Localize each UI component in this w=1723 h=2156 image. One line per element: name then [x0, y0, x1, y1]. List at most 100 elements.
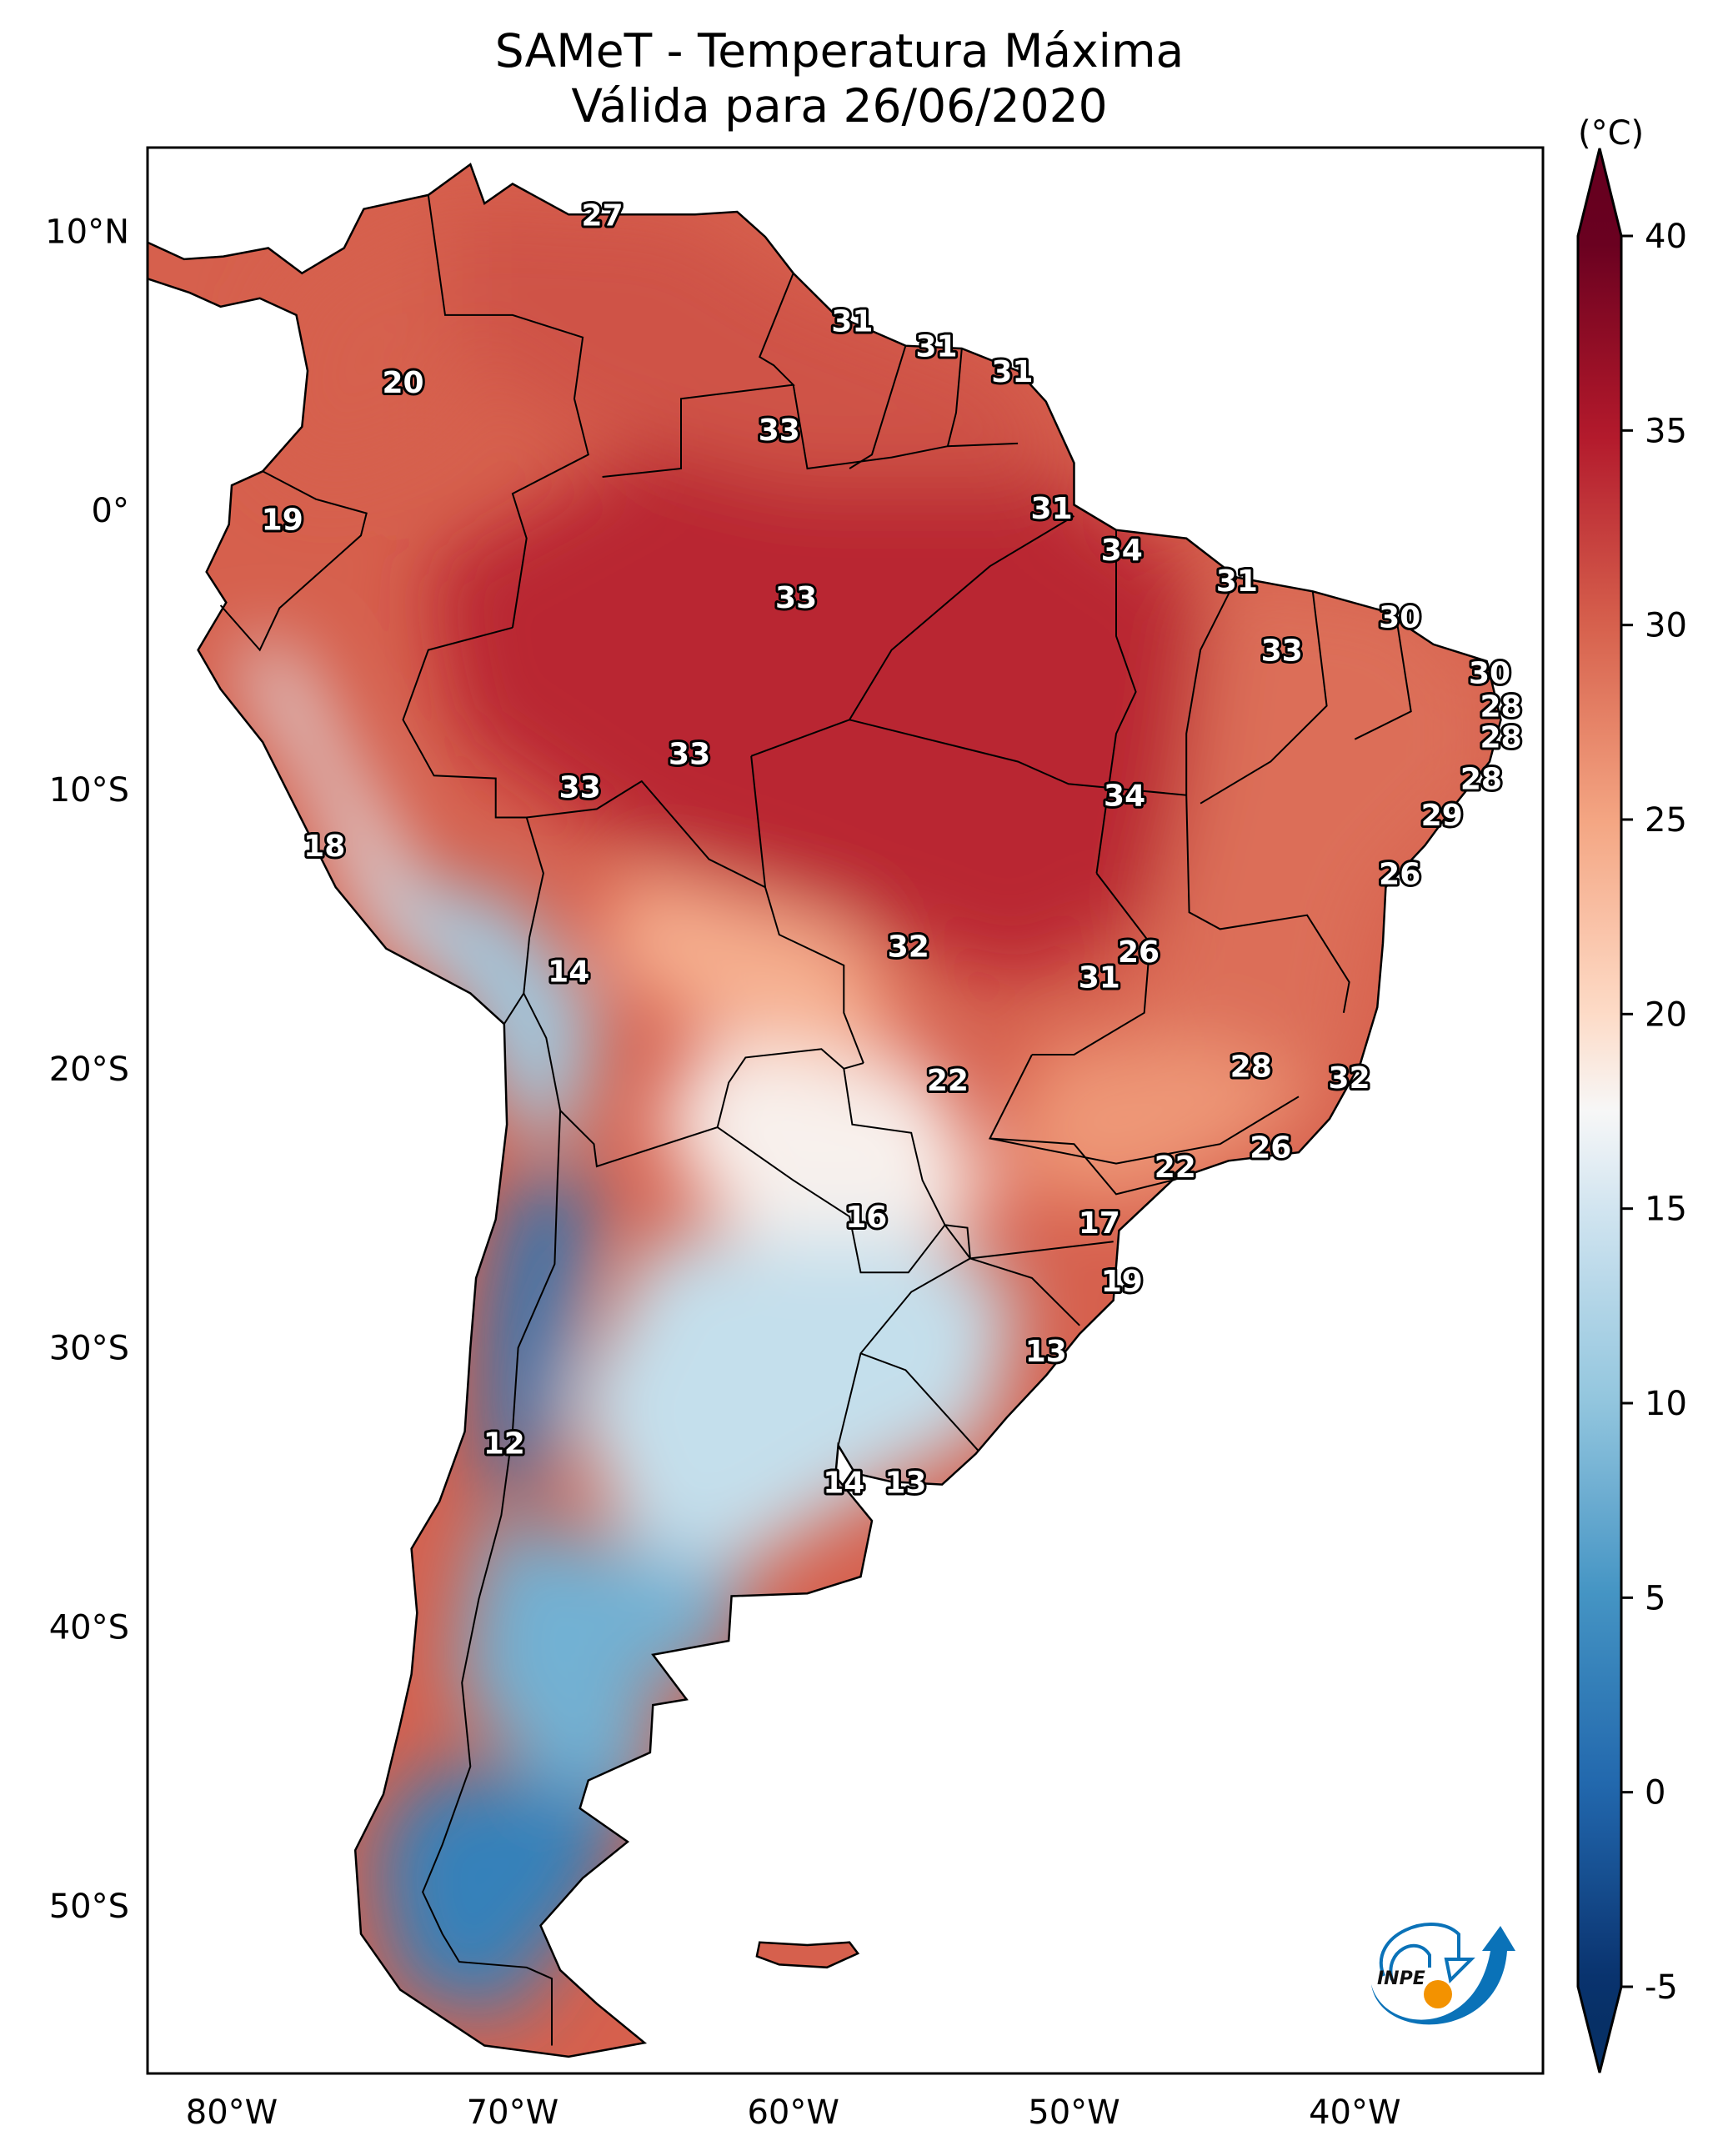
- field-region-andes-central: [484, 1180, 597, 1487]
- border-line: [792, 384, 1019, 470]
- border-line: [219, 470, 368, 652]
- value-label: 20: [382, 366, 423, 400]
- latitude-tick-label: 40°S: [49, 1608, 129, 1647]
- border-line: [849, 345, 907, 469]
- colorbar-tick-label: 30: [1645, 607, 1687, 645]
- latitude-axis: 10°N 0° 10°S 20°S 30°S 40°S 50°S: [45, 213, 129, 1926]
- latitude-tick-label: 30°S: [49, 1330, 129, 1368]
- longitude-axis: 80°W 70°W 60°W 50°W 40°W: [186, 2093, 1401, 2132]
- value-label: 16: [845, 1201, 887, 1235]
- colorbar-body: [1576, 148, 1623, 2073]
- colorbar-tick-label: 20: [1645, 995, 1687, 1034]
- value-label: 13: [884, 1466, 926, 1500]
- border-line: [1354, 621, 1412, 740]
- value-label: 33: [775, 581, 817, 615]
- value-label: 19: [262, 503, 303, 537]
- value-label: 28: [1480, 690, 1521, 725]
- value-label: 12: [483, 1426, 525, 1461]
- field-region-colombia-west: [259, 203, 457, 483]
- country-borders: [219, 194, 1412, 2046]
- colorbar-tick-label: 10: [1645, 1385, 1687, 1423]
- border-line: [422, 1110, 562, 2046]
- value-label: 13: [1025, 1335, 1067, 1369]
- latitude-tick-label: 10°S: [49, 771, 129, 810]
- border-line: [1200, 591, 1328, 805]
- value-label: 28: [1230, 1050, 1272, 1084]
- value-label: 18: [303, 830, 345, 864]
- value-label: 28: [1480, 720, 1521, 755]
- field-region-patagonia-north: [456, 1515, 738, 1795]
- coastline: [148, 163, 1502, 2058]
- value-label: 31: [831, 305, 873, 339]
- value-label: 33: [1261, 634, 1303, 669]
- chart-title-line2: Válida para 26/06/2020: [571, 79, 1108, 133]
- value-label: 28: [1460, 763, 1502, 797]
- field-region-northeast-brazil: [1129, 566, 1495, 1125]
- colorbar-unit: (°C): [1578, 114, 1644, 153]
- value-label: 30: [1379, 600, 1420, 634]
- value-label: 32: [888, 930, 929, 965]
- value-label: 14: [823, 1466, 864, 1500]
- field-region-southeast-brazil: [989, 1040, 1327, 1209]
- border-line: [750, 755, 766, 888]
- colorbar: 40 35 30 25 20 15 10 5 0 -5 (°C): [1576, 114, 1687, 2073]
- latitude-tick-label: 50°S: [49, 1888, 129, 1926]
- value-label: 31: [991, 355, 1033, 389]
- longitude-tick-label: 80°W: [186, 2093, 278, 2132]
- colorbar-tick-label: -5: [1645, 1968, 1678, 2007]
- logo-down-arrow-icon: [1444, 1958, 1475, 1984]
- map-frame: [146, 146, 1545, 2075]
- longitude-tick-label: 50°W: [1028, 2093, 1119, 2132]
- colorbar-tick-label: 5: [1645, 1579, 1665, 1617]
- colorbar-tick-label: 35: [1645, 412, 1687, 450]
- logo-orange-sun-icon: [1424, 1980, 1452, 2008]
- colorbar-ticks: 40 35 30 25 20 15 10 5 0 -5: [1621, 218, 1687, 2007]
- border-line: [750, 515, 1075, 757]
- chart-title: SAMeT - Temperatura Máxima Válida para 2…: [0, 23, 1679, 133]
- value-label: 31: [915, 330, 957, 364]
- value-label: 17: [1079, 1206, 1120, 1241]
- colorbar-tick-label: 25: [1645, 801, 1687, 840]
- value-label: 31: [1079, 960, 1120, 995]
- latitude-tick-label: 0°: [92, 492, 129, 530]
- border-line: [849, 719, 1187, 796]
- value-label: 26: [1118, 935, 1160, 970]
- value-label: 31: [1031, 492, 1073, 526]
- longitude-tick-label: 60°W: [747, 2093, 839, 2132]
- border-line: [946, 348, 963, 447]
- border-line: [988, 1054, 1173, 1196]
- longitude-tick-label: 70°W: [467, 2093, 558, 2132]
- value-label: 31: [1216, 564, 1258, 599]
- border-line: [402, 626, 544, 1025]
- contour-value-labels: 2720193131313331333431303330282828292634…: [259, 196, 1525, 1502]
- field-region-chaco-paraguay: [653, 1040, 990, 1265]
- value-label: 22: [927, 1064, 969, 1098]
- border-line: [1185, 577, 1238, 795]
- longitude-tick-label: 40°W: [1309, 2093, 1400, 2132]
- field-region-patagonia-south: [372, 1766, 625, 2018]
- value-label: 33: [559, 771, 601, 805]
- value-label: 29: [1421, 799, 1463, 833]
- logo-inner-arc-icon: [1389, 1943, 1431, 1981]
- colorbar-tick-label: 0: [1645, 1774, 1665, 1813]
- value-label: 22: [1155, 1151, 1196, 1185]
- value-label: 19: [1101, 1265, 1143, 1299]
- logo-text: INPE: [1377, 1968, 1425, 1989]
- field-region-bolivia-lowlands: [596, 873, 906, 1069]
- value-label: 33: [759, 414, 800, 448]
- border-line: [1032, 872, 1151, 1055]
- border-line: [837, 1068, 971, 1446]
- logo-swirl-icon: [1380, 1923, 1460, 1977]
- border-line: [1095, 529, 1137, 874]
- value-label: 33: [669, 738, 710, 772]
- border-line: [717, 1126, 946, 1274]
- value-label: 34: [1101, 534, 1143, 568]
- logo-blue-swoosh-icon: [1371, 1926, 1515, 2025]
- value-label: 27: [582, 198, 624, 233]
- value-label: 26: [1379, 857, 1420, 891]
- value-label: 30: [1469, 656, 1510, 690]
- chart-title-line1: SAMeT - Temperatura Máxima: [494, 24, 1185, 78]
- border-line: [969, 1257, 1080, 1326]
- map-area: 2720193131313331333431303330282828292634…: [148, 148, 1543, 2073]
